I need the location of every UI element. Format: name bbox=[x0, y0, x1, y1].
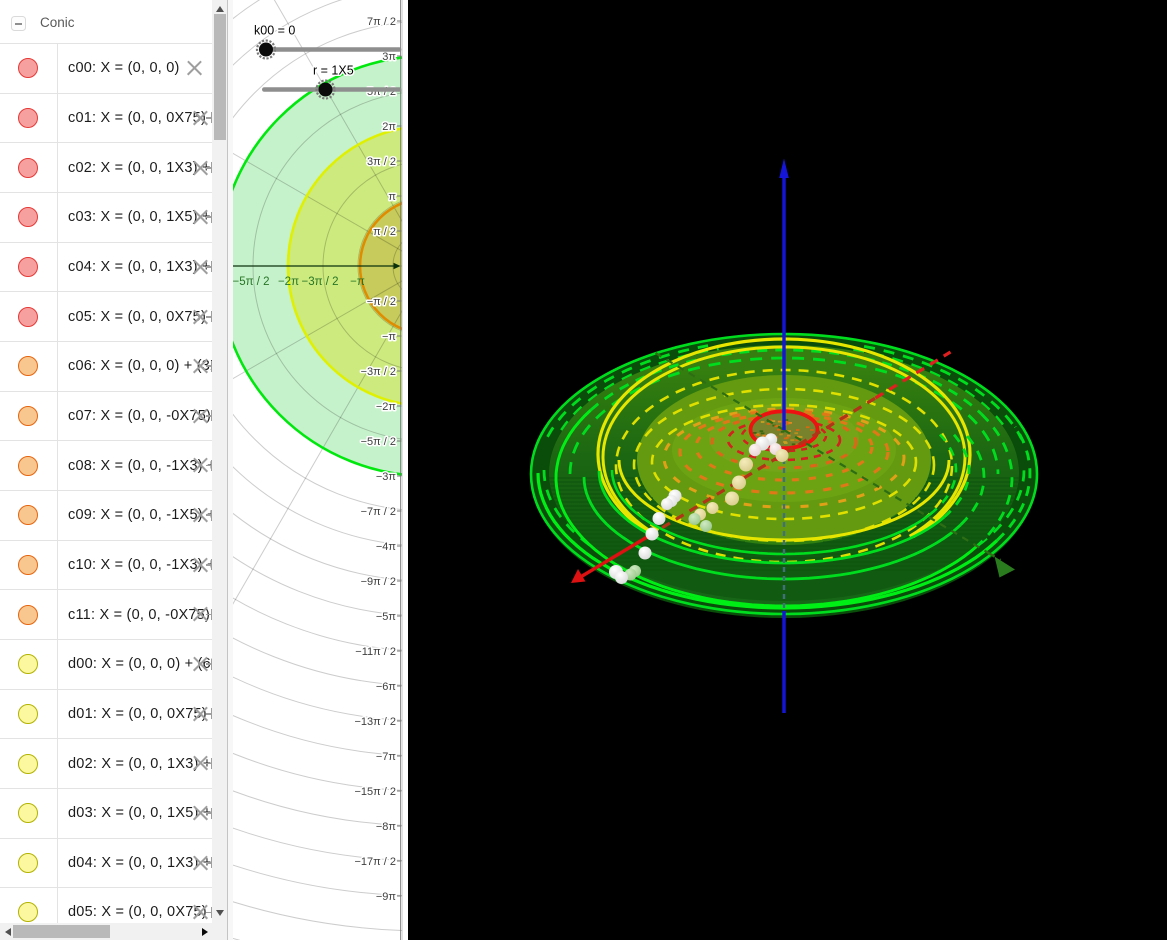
svg-text:−5π: −5π bbox=[376, 611, 397, 623]
svg-text:−5π: −5π bbox=[376, 611, 397, 623]
svg-text:2π: 2π bbox=[382, 121, 396, 133]
svg-text:3π: 3π bbox=[382, 51, 396, 63]
svg-text:−7π / 2: −7π / 2 bbox=[361, 506, 396, 518]
svg-text:−5π / 2: −5π / 2 bbox=[233, 276, 270, 288]
svg-text:−2π: −2π bbox=[376, 401, 397, 413]
svg-text:−6π: −6π bbox=[376, 681, 397, 693]
svg-text:−π: −π bbox=[350, 276, 365, 288]
svg-text:−13π / 2: −13π / 2 bbox=[354, 716, 396, 728]
svg-text:2π: 2π bbox=[382, 121, 396, 133]
svg-text:−17π / 2: −17π / 2 bbox=[354, 856, 396, 868]
svg-text:−9π: −9π bbox=[376, 891, 397, 903]
svg-text:−4π: −4π bbox=[376, 541, 397, 553]
svg-text:π / 2: π / 2 bbox=[373, 226, 396, 238]
svg-text:−9π / 2: −9π / 2 bbox=[361, 576, 396, 588]
svg-text:7π / 2: 7π / 2 bbox=[367, 16, 396, 28]
svg-text:−3π: −3π bbox=[376, 471, 397, 483]
svg-text:−3π / 2: −3π / 2 bbox=[361, 366, 396, 378]
svg-text:−8π: −8π bbox=[376, 821, 397, 833]
svg-text:−9π / 2: −9π / 2 bbox=[361, 576, 396, 588]
svg-text:3π: 3π bbox=[382, 51, 396, 63]
svg-text:−4π: −4π bbox=[376, 541, 397, 553]
svg-text:−π: −π bbox=[382, 331, 396, 343]
svg-text:−17π / 2: −17π / 2 bbox=[354, 856, 396, 868]
svg-text:−15π / 2: −15π / 2 bbox=[354, 786, 396, 798]
svg-text:π / 2: π / 2 bbox=[373, 226, 396, 238]
svg-text:π: π bbox=[388, 191, 396, 203]
svg-text:−2π: −2π bbox=[376, 401, 397, 413]
svg-text:−11π / 2: −11π / 2 bbox=[355, 646, 396, 658]
svg-text:−3π / 2: −3π / 2 bbox=[301, 276, 338, 288]
svg-text:−11π / 2: −11π / 2 bbox=[355, 646, 396, 658]
svg-text:−6π: −6π bbox=[376, 681, 397, 693]
svg-text:−π / 2: −π / 2 bbox=[367, 296, 396, 308]
svg-text:−5π / 2: −5π / 2 bbox=[361, 436, 396, 448]
svg-text:k00 = 0: k00 = 0 bbox=[254, 24, 295, 38]
svg-text:−13π / 2: −13π / 2 bbox=[354, 716, 396, 728]
svg-text:k00 = 0: k00 = 0 bbox=[254, 24, 295, 38]
svg-text:−8π: −8π bbox=[376, 821, 397, 833]
svg-text:3π / 2: 3π / 2 bbox=[367, 156, 396, 168]
svg-text:7π / 2: 7π / 2 bbox=[367, 16, 396, 28]
svg-text:3π / 2: 3π / 2 bbox=[367, 156, 396, 168]
svg-text:π: π bbox=[388, 191, 396, 203]
svg-text:−7π: −7π bbox=[376, 751, 397, 763]
svg-text:−π / 2: −π / 2 bbox=[367, 296, 396, 308]
svg-text:r = 1X5: r = 1X5 bbox=[313, 64, 354, 78]
svg-text:−5π / 2: −5π / 2 bbox=[361, 436, 396, 448]
svg-text:r = 1X5: r = 1X5 bbox=[313, 64, 354, 78]
svg-text:−7π / 2: −7π / 2 bbox=[361, 506, 396, 518]
svg-text:−9π: −9π bbox=[376, 891, 397, 903]
svg-text:−3π: −3π bbox=[376, 471, 397, 483]
svg-text:−2π: −2π bbox=[278, 276, 299, 288]
svg-text:−15π / 2: −15π / 2 bbox=[354, 786, 396, 798]
svg-text:−3π / 2: −3π / 2 bbox=[361, 366, 396, 378]
svg-text:−7π: −7π bbox=[376, 751, 397, 763]
svg-text:−π: −π bbox=[382, 331, 396, 343]
